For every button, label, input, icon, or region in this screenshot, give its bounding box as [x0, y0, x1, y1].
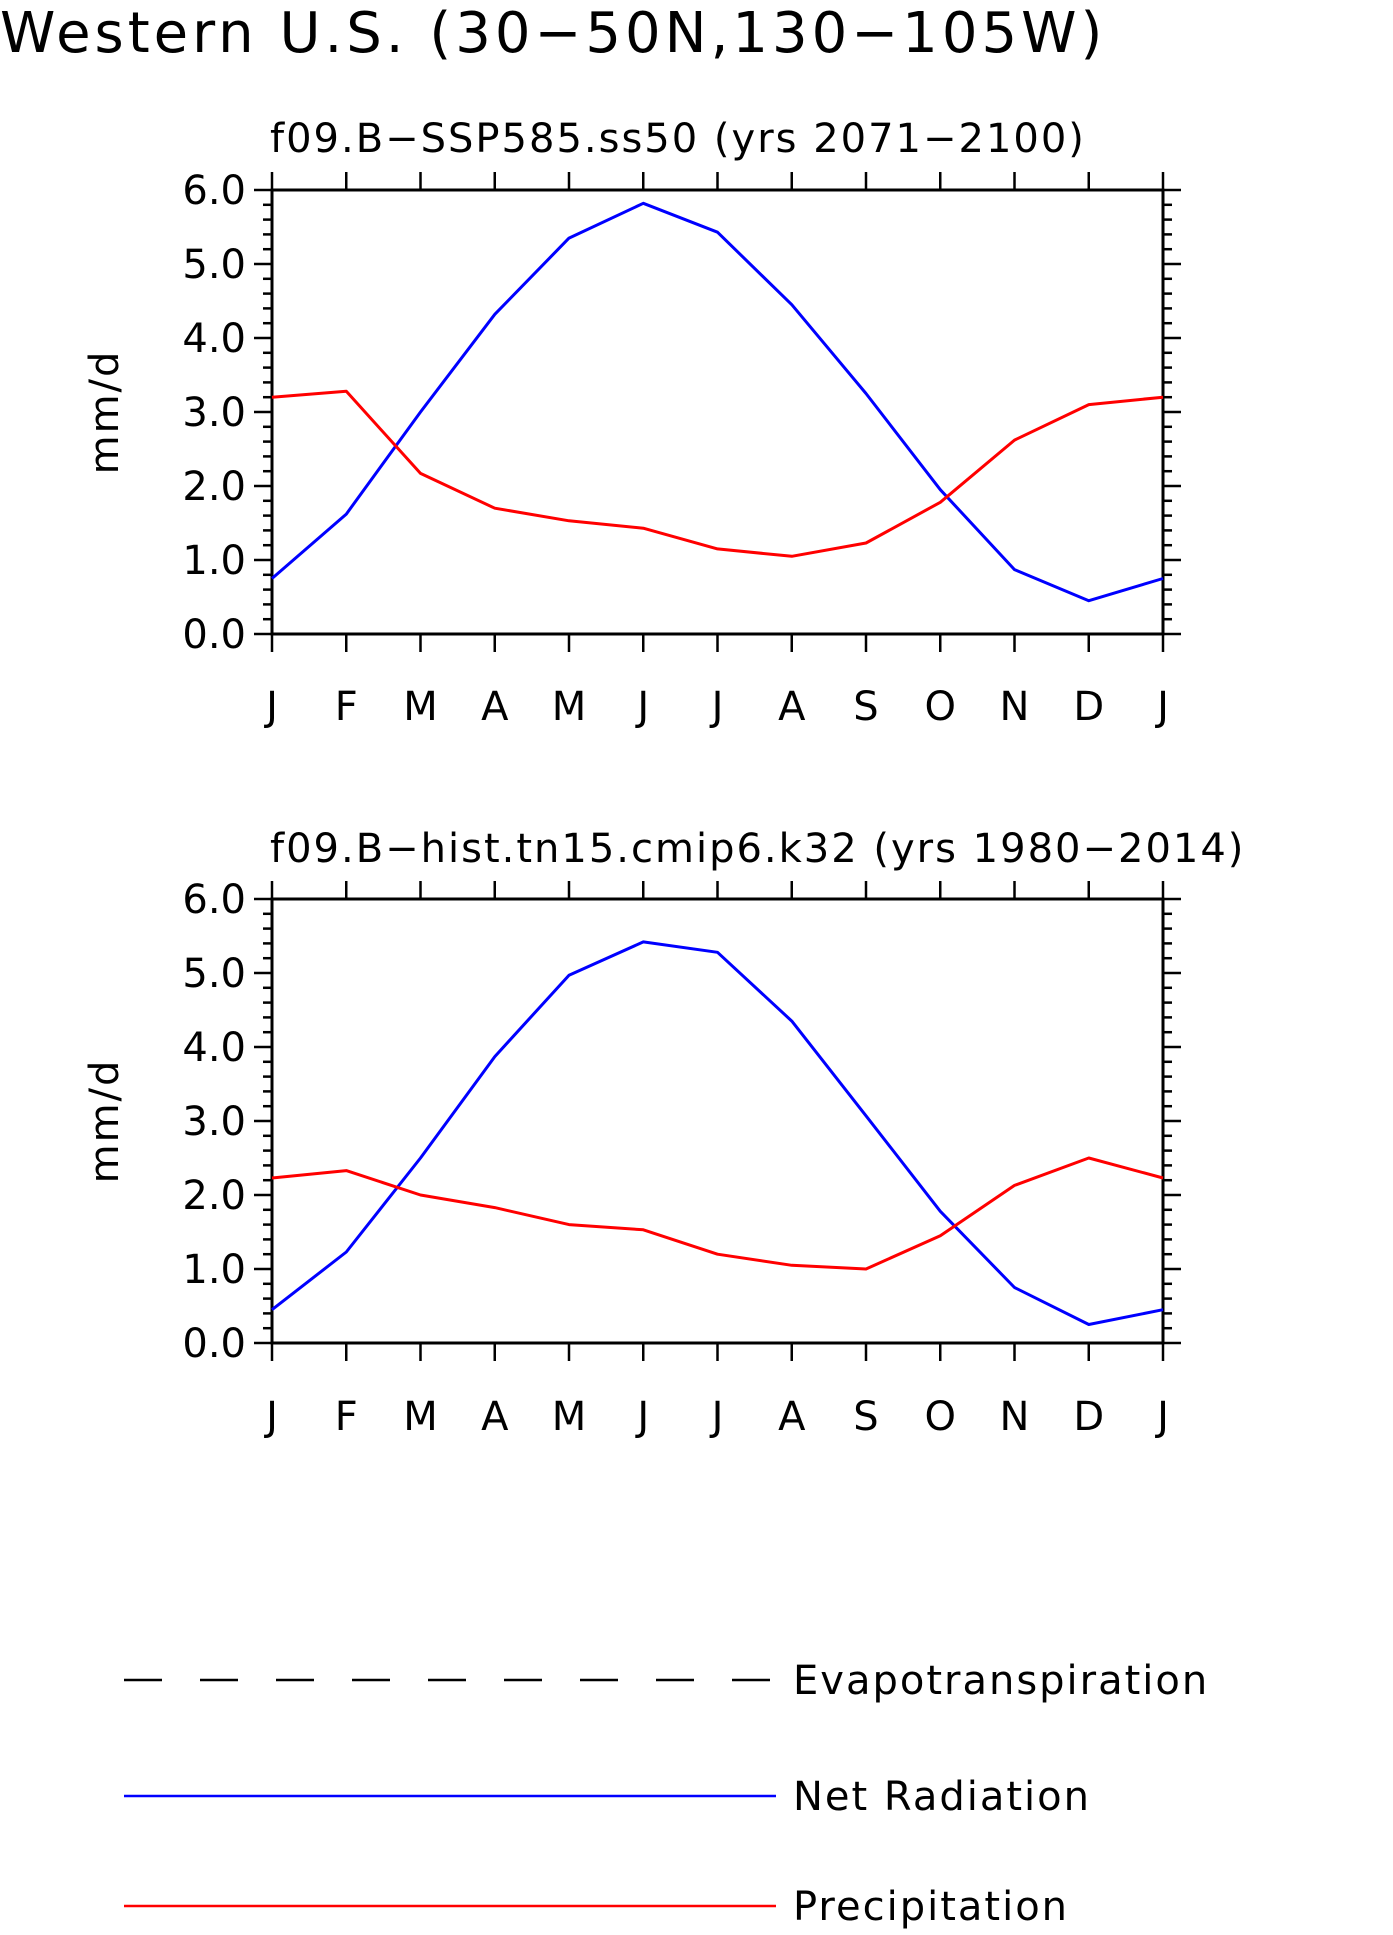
y-tick-label: 3.0 — [182, 390, 246, 436]
y-tick-label: 6.0 — [182, 168, 246, 214]
x-tick-label: N — [1000, 684, 1030, 730]
x-tick-label: F — [335, 1394, 358, 1440]
y-tick-label: 6.0 — [182, 877, 246, 923]
y-tick-label: 1.0 — [182, 1247, 246, 1293]
y-tick-label: 5.0 — [182, 951, 246, 997]
x-tick-label: A — [778, 1394, 806, 1440]
panel-title: f09.B−SSP585.ss50 (yrs 2071−2100) — [270, 116, 1086, 162]
x-tick-label: J — [634, 684, 649, 730]
plot-frame — [272, 899, 1163, 1343]
x-tick-label: J — [263, 684, 278, 730]
x-tick-label: J — [1154, 1394, 1169, 1440]
x-tick-label: A — [481, 684, 509, 730]
x-tick-label: N — [1000, 1394, 1030, 1440]
series-line-net-radiation — [272, 942, 1163, 1325]
y-axis-label: mm/d — [82, 350, 128, 475]
x-tick-label: O — [925, 684, 956, 730]
legend-label: Precipitation — [793, 1884, 1069, 1930]
legend-label: Net Radiation — [793, 1774, 1091, 1820]
x-tick-label: M — [552, 1394, 587, 1440]
legend-label: Evapotranspiration — [793, 1658, 1209, 1704]
chart-panel-historical: f09.B−hist.tn15.cmip6.k32 (yrs 1980−2014… — [82, 826, 1245, 1440]
x-tick-label: O — [925, 1394, 956, 1440]
y-tick-label: 4.0 — [182, 1025, 246, 1071]
x-tick-label: J — [263, 1394, 278, 1440]
legend: Evapotranspiration Net Radiation Precipita… — [124, 1658, 1209, 1930]
plot-frame — [272, 190, 1163, 634]
y-tick-label: 5.0 — [182, 242, 246, 288]
x-tick-label: J — [1154, 684, 1169, 730]
figure-title: Western U.S. (30−50N,130−105W) — [0, 1, 1106, 66]
x-tick-label: D — [1073, 684, 1104, 730]
y-tick-label: 2.0 — [182, 464, 246, 510]
x-tick-label: M — [403, 1394, 438, 1440]
x-tick-label: S — [853, 1394, 878, 1440]
y-tick-label: 4.0 — [182, 316, 246, 362]
chart-panel-ssp585: f09.B−SSP585.ss50 (yrs 2071−2100) 0.0 1.0 2… — [82, 116, 1181, 730]
y-tick-label: 0.0 — [182, 612, 246, 658]
y-tick-label: 2.0 — [182, 1173, 246, 1219]
y-tick-label: 3.0 — [182, 1099, 246, 1145]
x-tick-label: A — [481, 1394, 509, 1440]
x-tick-label: M — [552, 684, 587, 730]
panel-title: f09.B−hist.tn15.cmip6.k32 (yrs 1980−2014… — [270, 826, 1245, 872]
series-line-precipitation — [272, 391, 1163, 556]
y-tick-label: 0.0 — [182, 1321, 246, 1367]
y-axis-label: mm/d — [82, 1059, 128, 1184]
series-line-net-radiation — [272, 203, 1163, 600]
x-tick-label: S — [853, 684, 878, 730]
x-tick-label: M — [403, 684, 438, 730]
x-tick-label: J — [709, 1394, 724, 1440]
x-tick-label: A — [778, 684, 806, 730]
x-tick-label: F — [335, 684, 358, 730]
y-tick-label: 1.0 — [182, 538, 246, 584]
x-tick-label: J — [709, 684, 724, 730]
x-tick-label: J — [634, 1394, 649, 1440]
x-tick-label: D — [1073, 1394, 1104, 1440]
